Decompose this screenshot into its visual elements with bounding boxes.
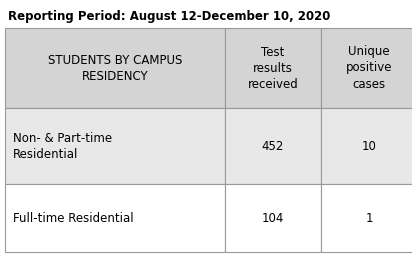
- Bar: [5, 184, 225, 252]
- Text: Unique
positive
cases: Unique positive cases: [346, 45, 392, 90]
- Text: STUDENTS BY CAMPUS
RESIDENCY: STUDENTS BY CAMPUS RESIDENCY: [48, 53, 182, 82]
- Bar: [225, 184, 321, 252]
- Text: 452: 452: [262, 140, 284, 152]
- Bar: [321, 184, 412, 252]
- Text: Test
results
received: Test results received: [248, 45, 298, 90]
- Text: 1: 1: [365, 212, 373, 225]
- Text: Full-time Residential: Full-time Residential: [13, 212, 133, 225]
- Bar: [5, 28, 225, 108]
- Text: 104: 104: [262, 212, 284, 225]
- Bar: [225, 108, 321, 184]
- Text: 10: 10: [362, 140, 377, 152]
- Text: Non- & Part-time
Residential: Non- & Part-time Residential: [13, 132, 112, 161]
- Bar: [5, 108, 225, 184]
- Bar: [321, 28, 412, 108]
- Bar: [225, 28, 321, 108]
- Bar: [321, 108, 412, 184]
- Text: Reporting Period: August 12-December 10, 2020: Reporting Period: August 12-December 10,…: [8, 10, 330, 23]
